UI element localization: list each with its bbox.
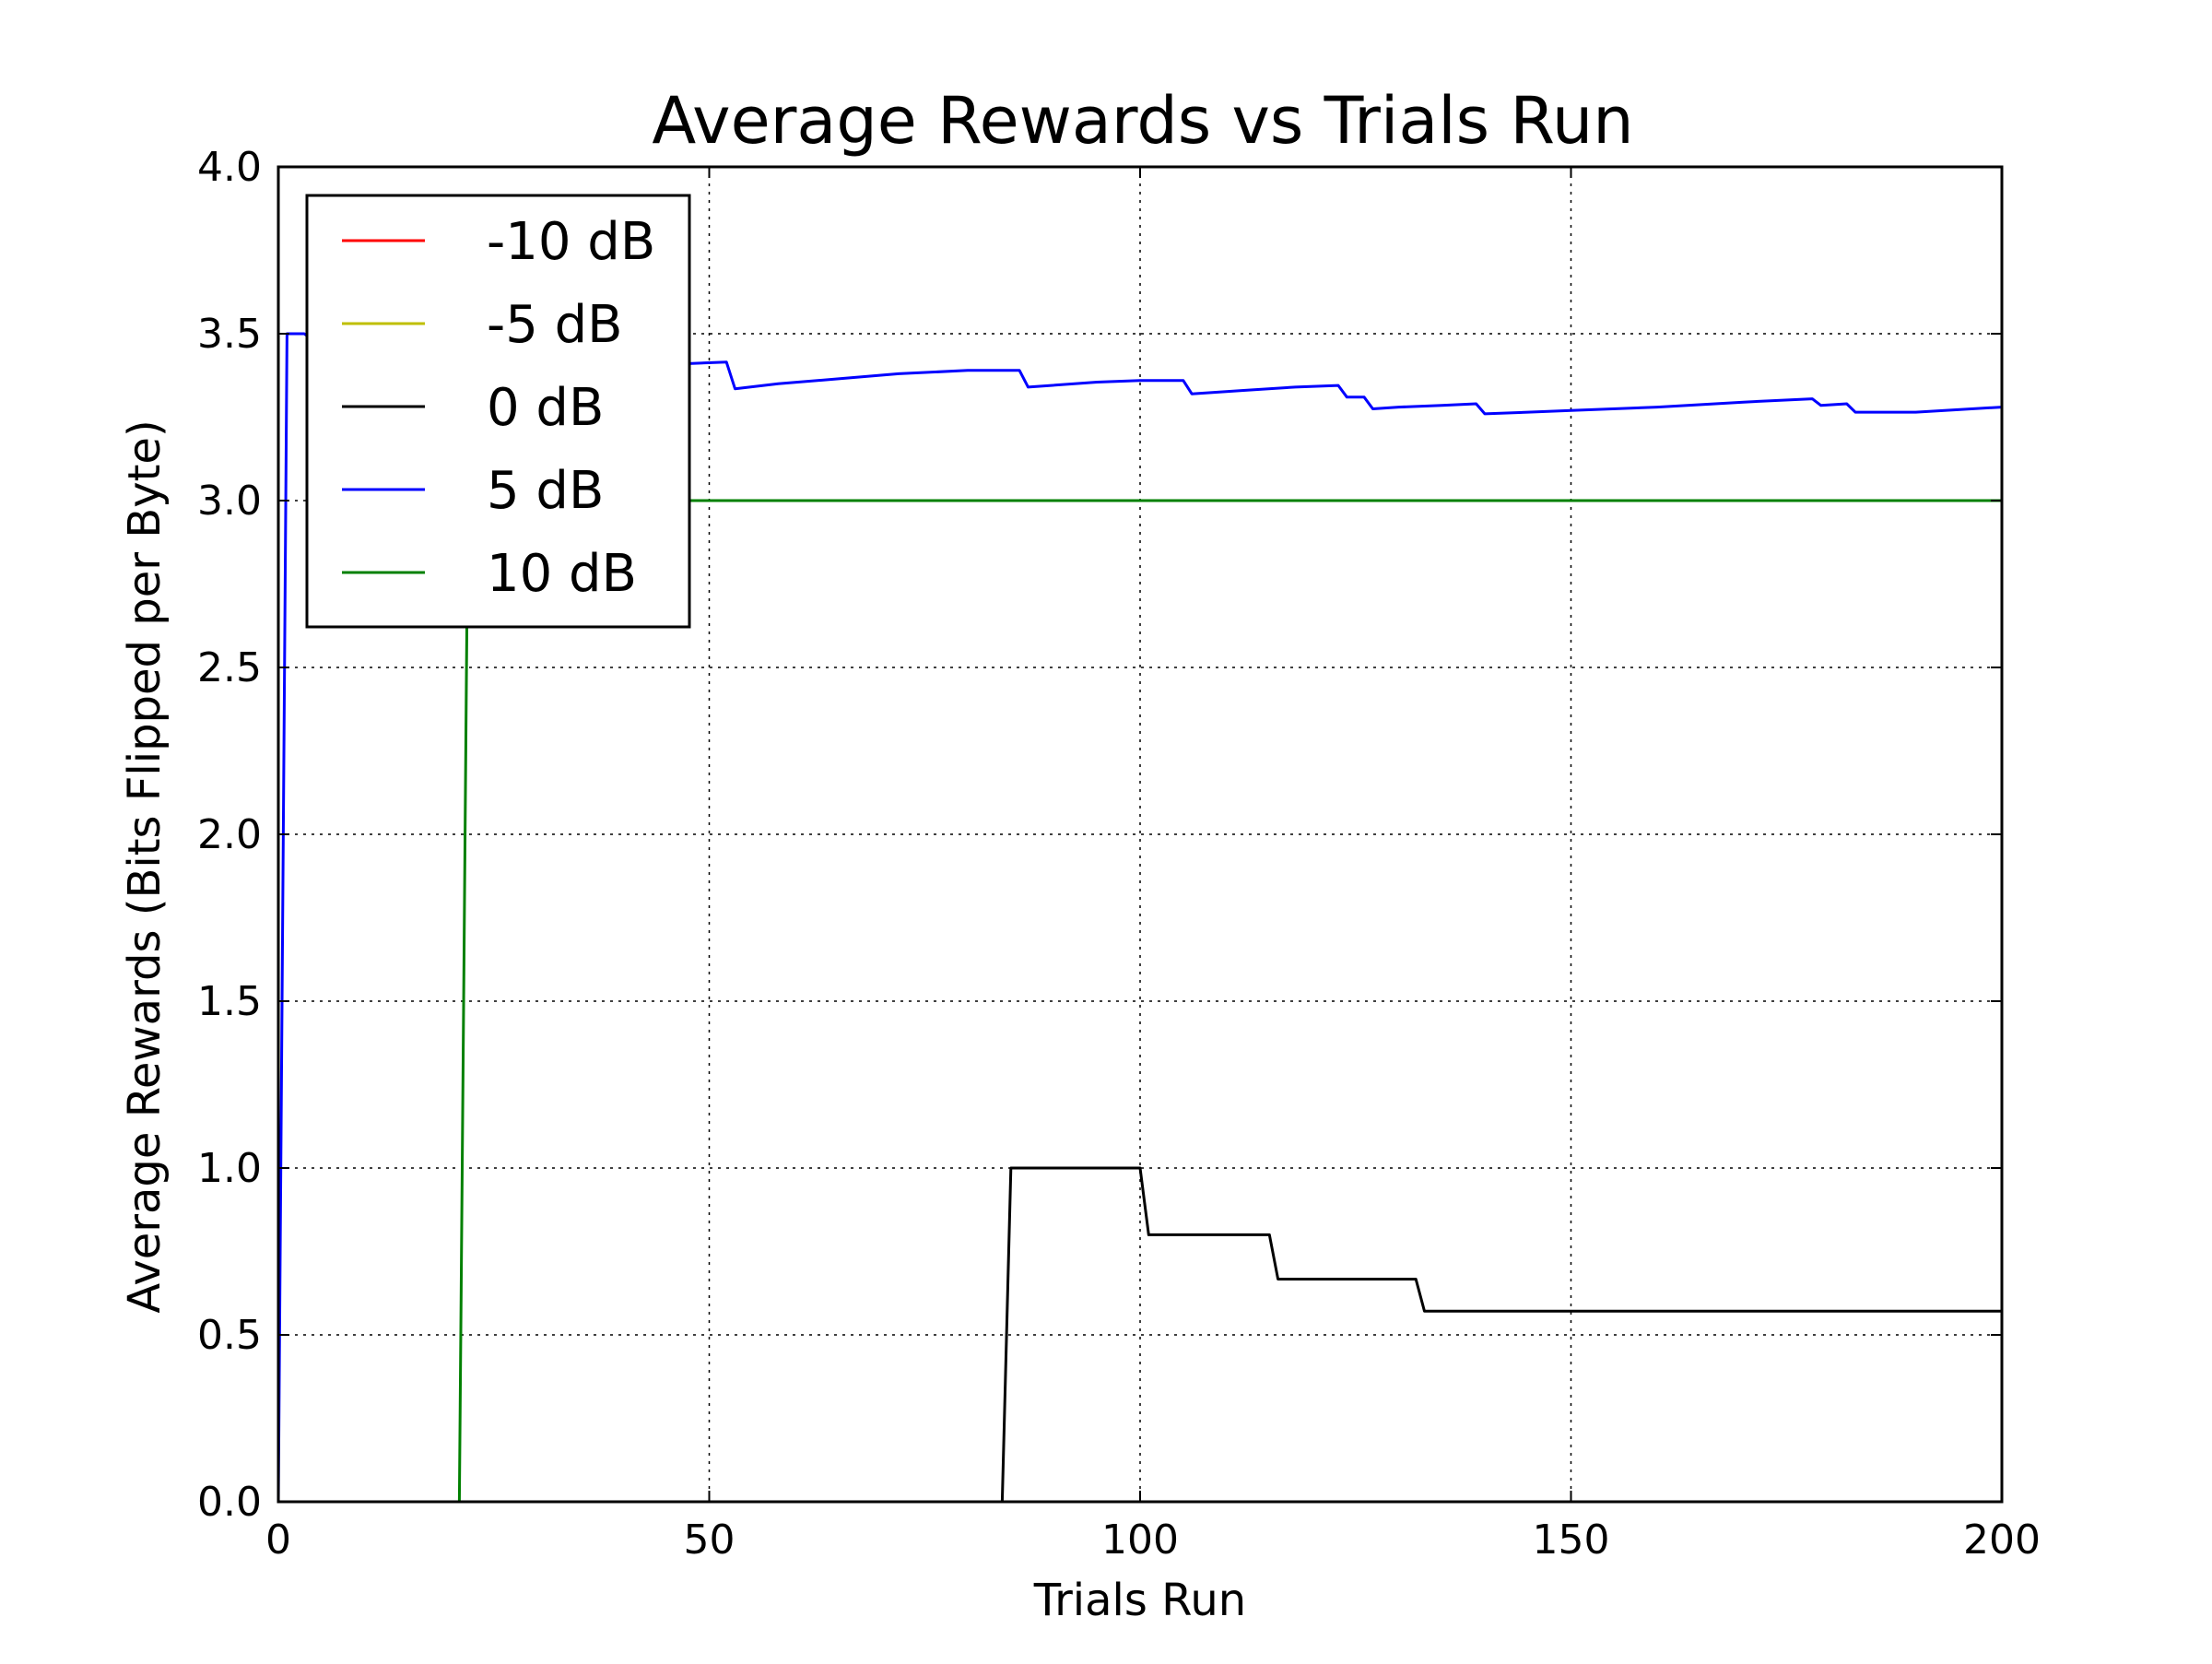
- y-tick-label: 1.0: [197, 1145, 262, 1192]
- legend-label: 0 dB: [487, 378, 604, 438]
- legend: -10 dB -5 dB 0 dB 5 dB 10 dB: [305, 194, 691, 629]
- x-tick-label: 200: [1963, 1516, 2041, 1564]
- y-tick-label: 4.0: [197, 144, 262, 191]
- y-tick-label: 0.0: [197, 1479, 262, 1526]
- y-axis-label: Average Rewards (Bits Flipped per Byte): [119, 419, 171, 1313]
- x-axis-label: Trials Run: [1033, 1575, 1246, 1626]
- x-tick-label: 0: [265, 1516, 291, 1564]
- y-tick-label: 1.5: [197, 978, 262, 1025]
- x-tick-label: 100: [1101, 1516, 1179, 1564]
- axis-ticks: 0 50 100 150 200 0.0 0.5 1.0 1.5 2.0 2.5 3.0 3.5 4.0: [197, 144, 2041, 1564]
- legend-label: -10 dB: [487, 212, 655, 272]
- series-line-0-db: [278, 1166, 2002, 1504]
- y-tick-label: 2.0: [197, 811, 262, 858]
- grid-lines: [278, 167, 2002, 1502]
- legend-box: [305, 194, 691, 629]
- y-tick-label: 3.5: [197, 311, 262, 358]
- legend-label: -5 dB: [487, 295, 623, 355]
- x-tick-label: 150: [1533, 1516, 1610, 1564]
- y-tick-label: 3.0: [197, 478, 262, 525]
- y-tick-label: 2.5: [197, 644, 262, 691]
- x-tick-label: 50: [684, 1516, 735, 1564]
- legend-label: 5 dB: [487, 461, 604, 521]
- y-tick-label: 0.5: [197, 1312, 262, 1359]
- legend-label: 10 dB: [487, 544, 637, 604]
- chart-title: Average Rewards vs Trials Run: [652, 83, 1633, 159]
